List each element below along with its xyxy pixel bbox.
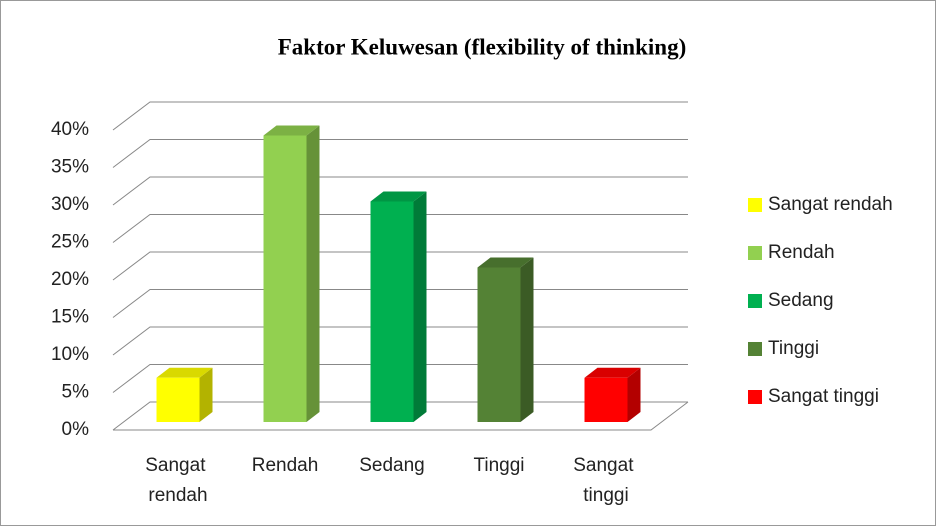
y-tick-label: 10% [51,344,89,365]
bar-top [370,191,427,202]
x-tick-label: Rendah [252,455,319,476]
legend-swatch [748,294,762,308]
y-tick-label: 15% [51,307,89,328]
bar-side [199,367,213,422]
bar [156,367,213,422]
grid-line [112,251,688,281]
bar-front [370,201,414,422]
bar [477,257,534,422]
grid-line [112,176,688,206]
bar-front [584,377,628,422]
bar-top [263,125,320,136]
legend-swatch [748,198,762,212]
grid-line [112,101,688,131]
bar-side [306,125,320,422]
y-tick-label: 35% [51,157,89,178]
legend-swatch [748,246,762,260]
bar [263,125,320,422]
y-tick-label: 30% [51,194,89,215]
bar-top [156,367,213,378]
bar-top [477,257,534,268]
legend-label: Sangat rendah [768,194,893,215]
legend-swatch [748,342,762,356]
bar-front [156,377,200,422]
bar-top [584,367,641,378]
bar-front [263,135,307,422]
bar [370,191,427,422]
bar-side [627,367,641,422]
y-tick-label: 0% [62,419,90,440]
x-tick-label: Sedang [359,455,425,476]
legend-label: Sangat tinggi [768,386,879,407]
legend-swatch [748,390,762,404]
grid-line [112,139,688,168]
bar-front [477,267,521,422]
floor-line [113,401,689,431]
grid-line [112,214,688,243]
bar-side [520,257,534,422]
y-tick-label: 40% [51,119,89,140]
legend-label: Tinggi [768,338,819,359]
legend-label: Sedang [768,290,834,311]
y-tick-label: 20% [51,269,89,290]
x-tick-label: Sangat rendah [145,455,211,506]
bar [584,367,641,422]
bar-side [413,191,427,422]
y-tick-label: 25% [51,232,89,253]
x-tick-label: Tinggi [473,455,524,476]
x-tick-label: Sangat tinggi [573,455,639,506]
y-tick-label: 5% [62,382,90,403]
chart-title: Faktor Keluwesan (flexibility of thinkin… [278,34,687,59]
legend-label: Rendah [768,242,835,263]
